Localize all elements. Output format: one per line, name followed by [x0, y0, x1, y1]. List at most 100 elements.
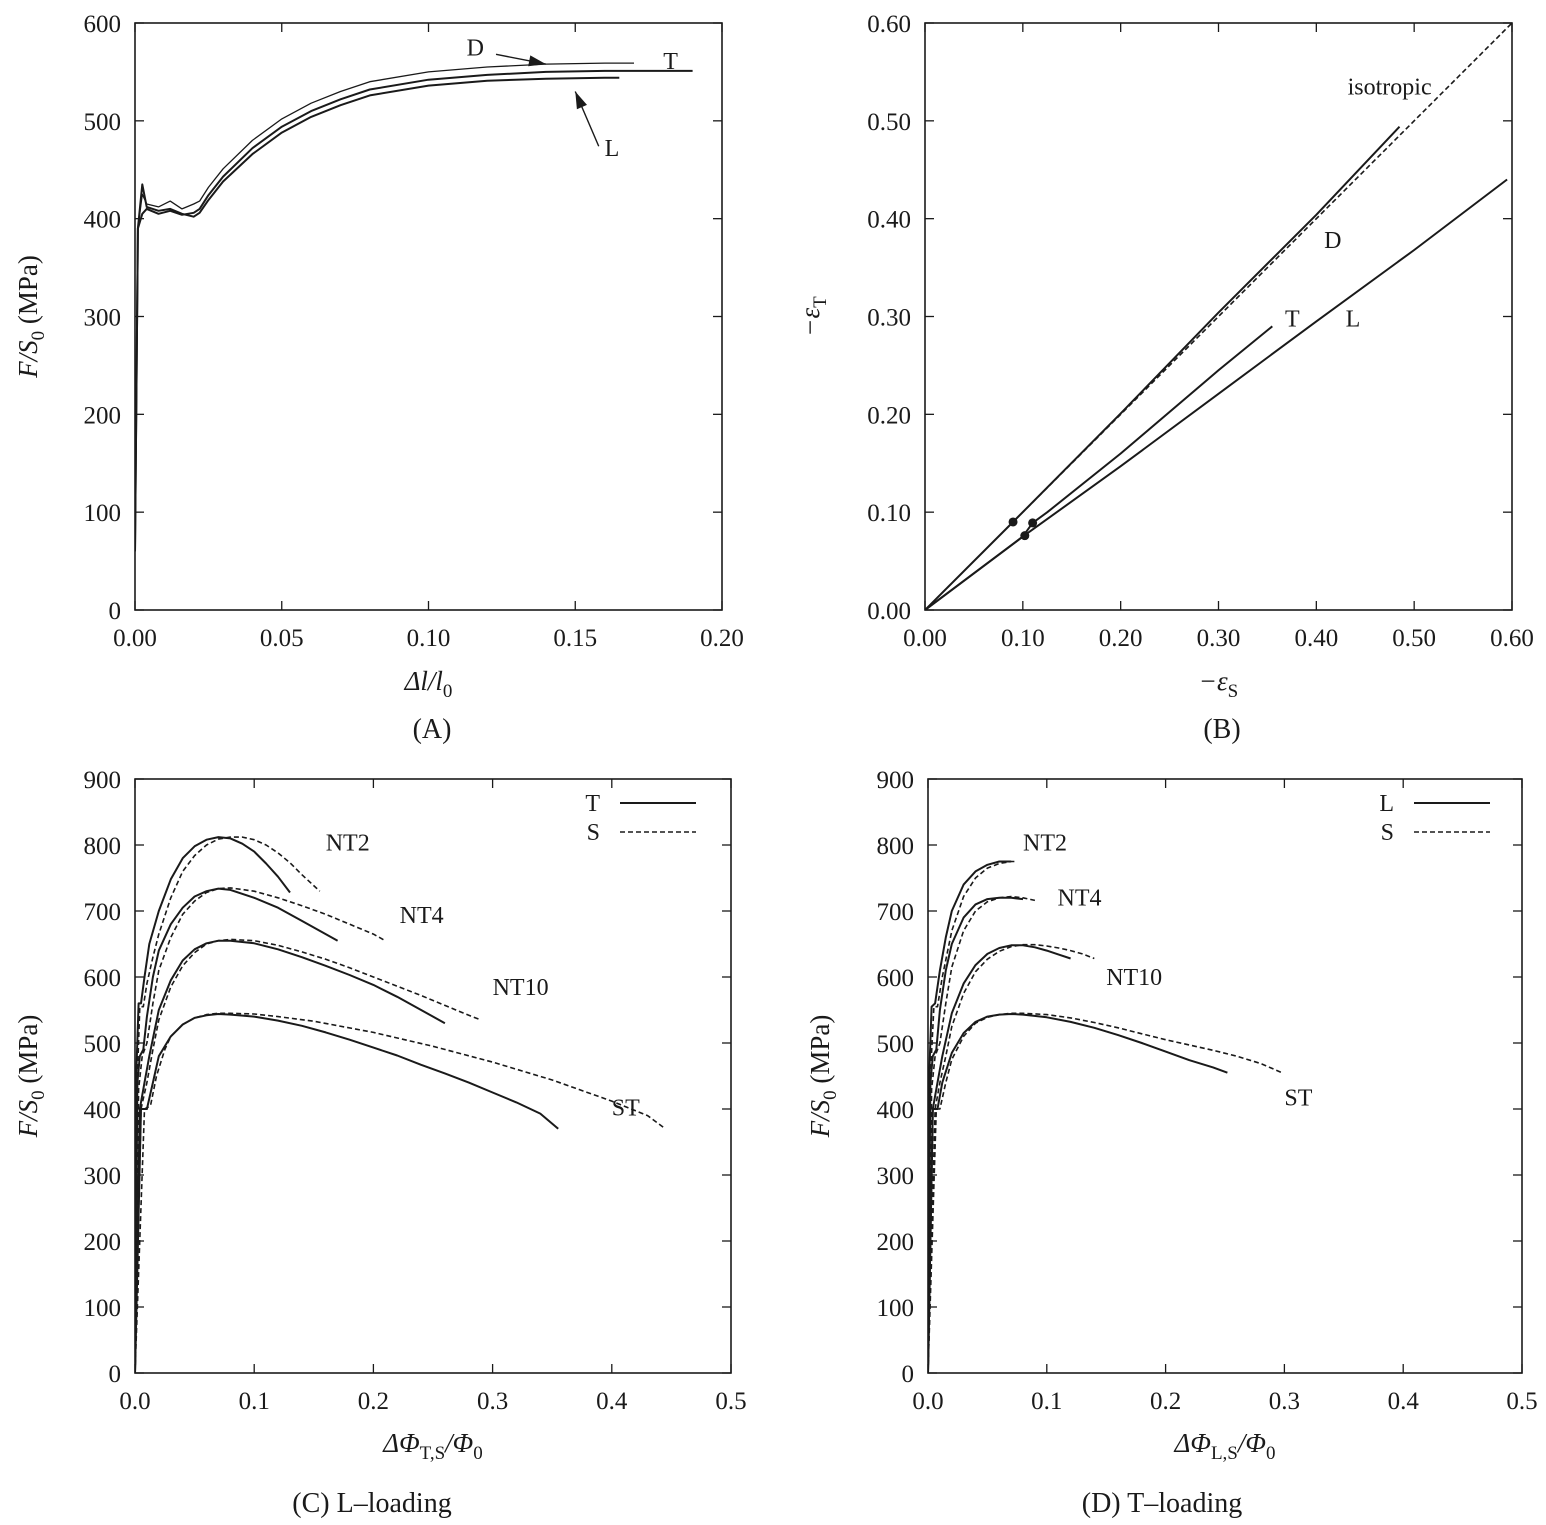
series-line-nt4-s: [928, 895, 1036, 1373]
x-tick-label: 0.1: [1031, 1388, 1062, 1415]
legend-label: S: [587, 820, 600, 846]
series-line-nt2-l: [928, 860, 1012, 1373]
y-tick-label: 200: [84, 1229, 122, 1256]
x-tick-label: 0.10: [1001, 625, 1045, 652]
y-axis-label-main: F/S: [13, 1099, 43, 1138]
series-line-t: [925, 325, 1273, 610]
y-axis-label-sub: 0: [820, 1090, 841, 1100]
series-line-nt4-s: [135, 887, 386, 1373]
annotation-label: ST: [1284, 1086, 1312, 1112]
legend-label: S: [1381, 820, 1394, 846]
series-line-st-s: [135, 1012, 666, 1373]
y-tick-label: 600: [877, 965, 915, 992]
y-tick-label: 0.00: [867, 598, 911, 625]
annotation-label: T: [663, 49, 678, 75]
x-tick-label: 0.50: [1392, 625, 1436, 652]
series-line-nt10-s: [135, 938, 481, 1373]
y-tick-label: 300: [84, 1163, 122, 1190]
x-tick-label: 0.2: [358, 1388, 389, 1415]
series-line-l: [135, 76, 620, 552]
y-tick-label: 700: [84, 899, 122, 926]
x-tick-label: 0.30: [1197, 625, 1241, 652]
series-line-st-s: [928, 1012, 1283, 1373]
x-axis-label-main: ΔΦ: [382, 1428, 419, 1458]
x-tick-label: 0.10: [407, 625, 451, 652]
series-line-nt10-l: [928, 944, 1071, 1373]
y-axis-label: −εT: [795, 296, 831, 337]
x-tick-label: 0.5: [715, 1388, 746, 1415]
x-tick-label: 0.20: [1099, 625, 1143, 652]
y-tick-label: 600: [84, 965, 122, 992]
y-axis-label-main: −ε: [795, 308, 825, 337]
x-tick-label: 0.40: [1294, 625, 1338, 652]
legend: TS: [585, 791, 696, 846]
x-axis-label-sub: L,S: [1211, 1443, 1238, 1464]
y-tick-label: 700: [877, 899, 915, 926]
annotation-label: NT4: [400, 903, 444, 929]
panel-caption: (B): [1203, 714, 1240, 745]
y-tick-label: 400: [84, 207, 122, 234]
legend-label: L: [1379, 791, 1394, 817]
series-line-l: [925, 178, 1508, 610]
annotation-label: D: [467, 35, 484, 61]
y-tick-label: 100: [877, 1295, 915, 1322]
y-tick-label: 400: [877, 1097, 915, 1124]
annotation-label: NT2: [1023, 830, 1067, 856]
annotation-label: isotropic: [1348, 74, 1432, 100]
y-tick-label: 600: [84, 11, 122, 38]
series-line-nt10-t: [135, 939, 446, 1373]
x-tick-label: 0.05: [260, 625, 304, 652]
x-axis-label-tail-sub: 0: [1266, 1443, 1276, 1464]
x-axis-label-tail: /Φ: [1236, 1428, 1266, 1458]
x-axis-label-main: Δl/l: [404, 666, 443, 696]
annotation-label: NT10: [1106, 965, 1162, 991]
y-axis-label: F/S0 (MPa): [13, 255, 49, 379]
x-axis-label-main: ΔΦ: [1174, 1428, 1211, 1458]
y-tick-label: 500: [877, 1031, 915, 1058]
series-line-st-l: [928, 1013, 1228, 1373]
panel-a: 0.00 0.05 0.10 0.15 0.20 0 100 200 300 400 500 600 Δ…: [13, 11, 744, 745]
annotation-arrowhead: [575, 91, 587, 110]
y-tick-label: 900: [877, 767, 915, 794]
series-line-d: [925, 126, 1401, 610]
y-tick-label: 800: [84, 833, 122, 860]
panel-caption: (A): [413, 714, 452, 745]
x-tick-label: 0.1: [239, 1388, 270, 1415]
y-tick-label: 100: [84, 1295, 122, 1322]
panel-d: 0.0 0.1 0.2 0.3 0.4 0.5 0 100 200 300 400 500 600 700…: [805, 767, 1538, 1519]
x-axis-label: −εS: [1199, 666, 1238, 702]
y-axis-label-sub: 0: [28, 331, 49, 341]
y-tick-label: 800: [877, 833, 915, 860]
annotation-arrowhead: [528, 55, 546, 67]
x-axis-label-main: −ε: [1199, 666, 1228, 696]
y-tick-label: 0: [902, 1361, 915, 1388]
x-axis-label: Δl/l0: [404, 666, 453, 702]
x-axis-label-sub: 0: [443, 681, 453, 702]
x-tick-label: 0.00: [903, 625, 947, 652]
x-tick-label: 0.4: [596, 1388, 628, 1415]
y-axis-label-unit: (MPa): [13, 1015, 43, 1091]
y-tick-label: 0: [109, 1361, 122, 1388]
y-tick-label: 400: [84, 1097, 122, 1124]
plot-frame: [134, 22, 723, 611]
series-line-nt10-s: [928, 943, 1095, 1373]
annotation-label: T: [1285, 306, 1300, 332]
annotation-label: D: [1324, 228, 1341, 254]
y-axis-label: F/S0 (MPa): [13, 1015, 49, 1139]
series-line-st-t: [135, 1013, 559, 1373]
series-line-nt2-s: [928, 860, 1018, 1373]
x-tick-label: 0.3: [1269, 1388, 1300, 1415]
panel-caption: (C) L–loading: [292, 1488, 451, 1519]
y-tick-label: 300: [877, 1163, 915, 1190]
series-line-nt2-s: [135, 836, 321, 1373]
annotation-label: NT4: [1057, 886, 1101, 912]
y-tick-label: 0.30: [867, 305, 911, 332]
data-point-marker: [1028, 518, 1038, 528]
y-axis-label: F/S0 (MPa): [805, 1015, 841, 1139]
legend: LS: [1379, 791, 1490, 846]
y-axis-label-main: F/S: [805, 1099, 835, 1138]
annotation-label: L: [1346, 306, 1361, 332]
x-axis-label: ΔΦL,S/Φ0: [1174, 1428, 1276, 1464]
series-line-nt2-t: [135, 836, 291, 1373]
